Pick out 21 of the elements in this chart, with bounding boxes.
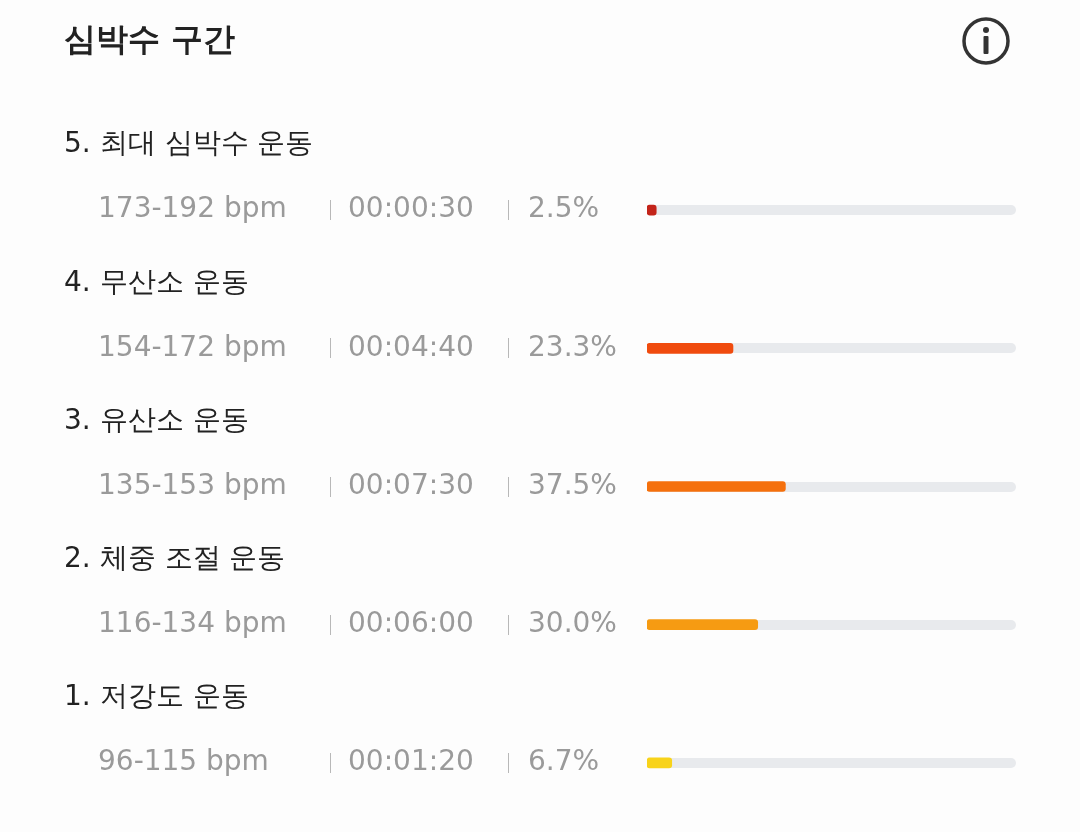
text: 심박수 구간 [64, 20, 236, 59]
data-label: 2.5% [528, 191, 600, 225]
text: 00:01:20 [348, 744, 474, 778]
text: 00:07:30 [348, 467, 474, 501]
y-tick-label: 2. 체중 조절 운동 [64, 540, 286, 574]
data-label: 37.5% [528, 467, 617, 501]
text: 00:04:40 [348, 329, 474, 363]
text: 116-134 bpm [98, 605, 287, 639]
y-tick-label: 3. 유산소 운동 [64, 402, 249, 436]
data-label: 23.3% [528, 329, 617, 363]
text: 00:06:00 [348, 605, 474, 639]
text: 173-192 bpm [98, 191, 287, 225]
y-tick-label: 4. 무산소 운동 [64, 264, 249, 298]
y-tick-label: 1. 저강도 운동 [64, 679, 249, 713]
y-tick-label: 5. 최대 심박수 운동 [64, 126, 314, 160]
text: 00:00:30 [348, 191, 474, 225]
text: 154-172 bpm [98, 329, 287, 363]
text: 135-153 bpm [98, 467, 287, 501]
data-label: 6.7% [528, 744, 600, 778]
text: 96-115 bpm [98, 744, 269, 778]
data-label: 30.0% [528, 605, 617, 639]
